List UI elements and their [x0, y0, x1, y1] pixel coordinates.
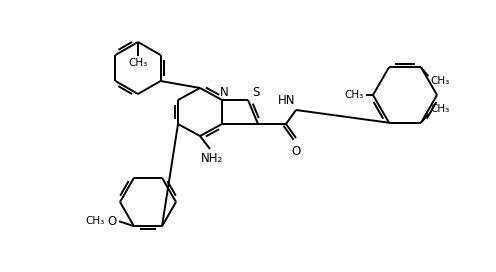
Text: S: S [252, 85, 260, 98]
Text: CH₃: CH₃ [431, 76, 450, 86]
Text: CH₃: CH₃ [431, 104, 450, 114]
Text: HN: HN [277, 94, 295, 107]
Text: O: O [291, 145, 301, 158]
Text: NH₂: NH₂ [201, 152, 223, 165]
Text: CH₃: CH₃ [128, 58, 148, 68]
Text: CH₃: CH₃ [86, 216, 105, 226]
Text: CH₃: CH₃ [344, 90, 364, 100]
Text: N: N [220, 85, 228, 98]
Text: O: O [108, 215, 117, 228]
